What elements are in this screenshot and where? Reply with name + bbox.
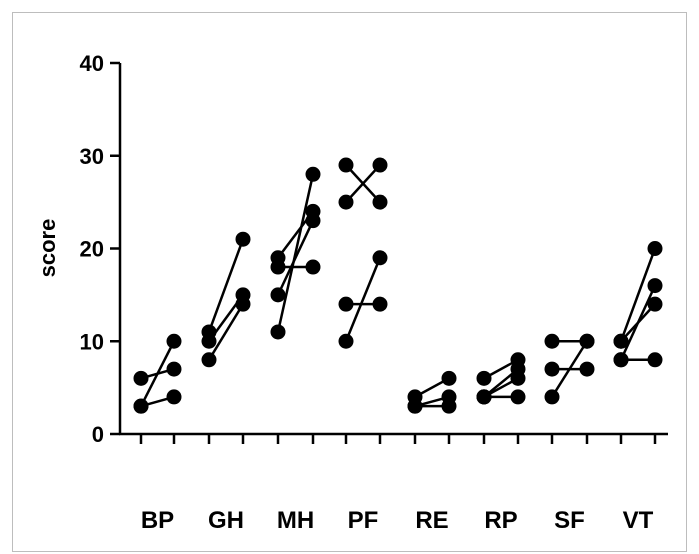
data-point-before bbox=[338, 333, 354, 349]
category-label: RE bbox=[415, 507, 448, 534]
data-point-after bbox=[579, 333, 595, 349]
y-axis-title: score bbox=[35, 219, 60, 278]
category-label: MH bbox=[277, 507, 314, 534]
pair-line bbox=[344, 257, 382, 342]
y-tick-label: 20 bbox=[80, 237, 104, 262]
data-point-after bbox=[372, 250, 388, 266]
data-point-after bbox=[372, 296, 388, 312]
data-point-after bbox=[166, 361, 182, 377]
data-point-after bbox=[372, 157, 388, 173]
data-point-before bbox=[544, 361, 560, 377]
category-label: BP bbox=[141, 507, 174, 534]
y-tick-label: 10 bbox=[80, 329, 104, 354]
data-point-before bbox=[613, 333, 629, 349]
category-label: SF bbox=[554, 507, 585, 534]
data-point-after bbox=[647, 278, 663, 294]
pair-line bbox=[345, 164, 381, 203]
data-point-before bbox=[201, 352, 217, 368]
data-point-after bbox=[305, 213, 321, 229]
data-point-before bbox=[270, 287, 286, 303]
data-point-after bbox=[166, 389, 182, 405]
data-point-before bbox=[270, 324, 286, 340]
pair-line bbox=[139, 340, 176, 407]
data-point-before bbox=[476, 370, 492, 386]
data-point-after bbox=[647, 352, 663, 368]
data-point-before bbox=[544, 389, 560, 405]
data-point-before bbox=[201, 333, 217, 349]
data-point-before bbox=[407, 398, 423, 414]
data-marks bbox=[133, 157, 663, 414]
data-point-after bbox=[441, 398, 457, 414]
data-point-before bbox=[476, 389, 492, 405]
data-point-after bbox=[166, 333, 182, 349]
category-label: PF bbox=[348, 507, 379, 534]
pair-line bbox=[207, 303, 245, 361]
data-point-after bbox=[647, 241, 663, 256]
category-label: RP bbox=[484, 507, 517, 534]
axes: 0 10 20 30 40 BP GH MH PF RE RP SF VT bbox=[80, 51, 668, 534]
pair-line bbox=[276, 174, 315, 333]
category-label: VT bbox=[623, 507, 654, 534]
data-point-before bbox=[544, 333, 560, 349]
y-tick-label: 30 bbox=[80, 144, 104, 169]
data-point-after bbox=[510, 389, 526, 405]
pair-line bbox=[207, 238, 245, 333]
data-point-after bbox=[579, 361, 595, 377]
pair-line bbox=[619, 248, 657, 342]
y-tick-label: 0 bbox=[92, 422, 104, 447]
data-point-before bbox=[338, 157, 354, 173]
data-point-before bbox=[133, 398, 149, 414]
data-point-after bbox=[235, 231, 251, 247]
y-tick-label: 40 bbox=[80, 51, 104, 76]
data-point-before bbox=[338, 296, 354, 312]
data-point-after bbox=[510, 370, 526, 386]
data-point-after bbox=[305, 166, 321, 182]
category-label: GH bbox=[208, 507, 244, 534]
data-point-after bbox=[305, 259, 321, 275]
data-point-after bbox=[647, 296, 663, 312]
data-point-after bbox=[441, 370, 457, 386]
data-point-before bbox=[133, 370, 149, 386]
pair-line bbox=[550, 340, 589, 398]
data-point-after bbox=[372, 194, 388, 210]
pair-line bbox=[620, 303, 656, 343]
data-point-before bbox=[338, 194, 354, 210]
data-point-before bbox=[613, 352, 629, 368]
chart-frame bbox=[12, 12, 687, 552]
data-point-after bbox=[235, 296, 251, 312]
data-point-before bbox=[270, 259, 286, 275]
